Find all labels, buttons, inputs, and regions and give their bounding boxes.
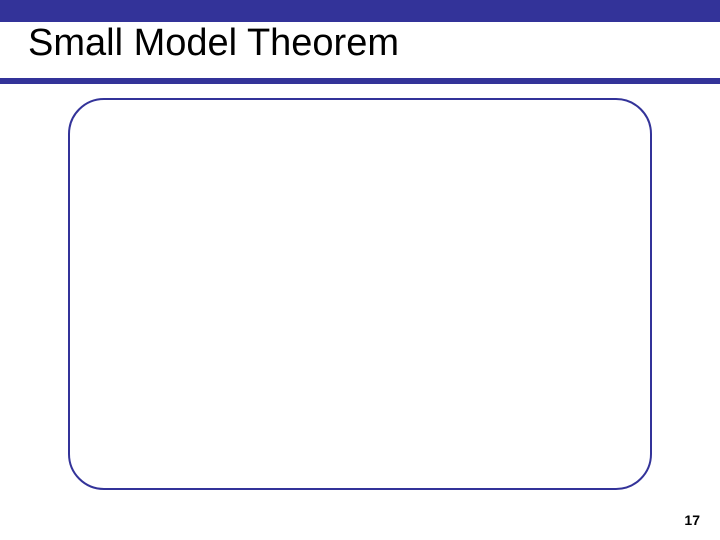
title-rule — [0, 78, 720, 84]
page-number: 17 — [684, 512, 700, 528]
page-title: Small Model Theorem — [28, 22, 399, 65]
rounded-panel — [68, 98, 652, 490]
top-band — [0, 0, 720, 22]
